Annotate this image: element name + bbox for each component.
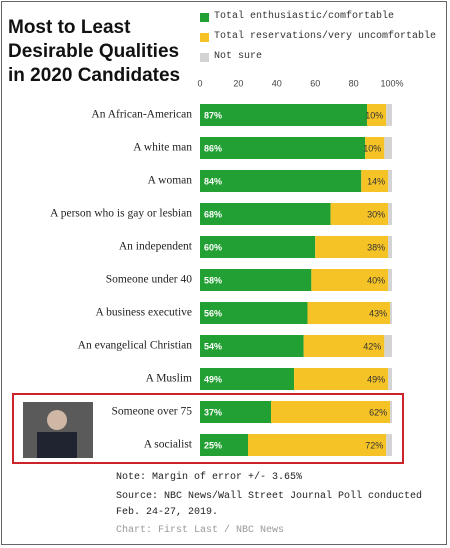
y-tick-label: Someone under 40	[105, 273, 192, 286]
data-label: 87%	[204, 110, 222, 120]
data-label: 60%	[204, 242, 222, 252]
data-label: 62%	[369, 407, 387, 417]
data-label: 86%	[204, 143, 222, 153]
x-tick-label: 100%	[380, 78, 403, 88]
legend-swatch	[200, 33, 209, 42]
y-tick-label: A person who is gay or lesbian	[50, 207, 192, 220]
x-tick-label: 0	[197, 78, 202, 88]
legend-swatch	[200, 53, 209, 62]
bar-segment	[315, 236, 389, 258]
bar-segment	[200, 368, 295, 390]
data-label: 10%	[365, 110, 383, 120]
chart-title: Most to Least Desirable Qualities in 202…	[8, 17, 181, 86]
bar-segment	[388, 236, 392, 258]
y-tick-label: A white man	[133, 141, 192, 154]
bar-segment	[294, 368, 389, 390]
bar-segment	[200, 137, 366, 159]
bar-segment	[303, 335, 385, 357]
y-tick-label: An African-American	[91, 108, 192, 121]
data-label: 49%	[367, 374, 385, 384]
bar-segment	[388, 269, 392, 291]
x-tick-label: 80	[349, 78, 359, 88]
bar-segment	[390, 302, 392, 324]
data-label: 58%	[204, 275, 222, 285]
legend-label: Not sure	[214, 51, 263, 62]
bar-segment	[248, 434, 387, 456]
legend-swatch	[200, 13, 209, 22]
data-label: 68%	[204, 209, 222, 219]
note: Note: Margin of error +/- 3.65%	[116, 472, 303, 483]
x-tick-label: 60	[310, 78, 320, 88]
bar-segment	[388, 368, 392, 390]
highlight-box	[12, 393, 404, 464]
data-label: 72%	[365, 440, 383, 450]
y-tick-label: An evangelical Christian	[77, 339, 192, 352]
bar-segment	[390, 401, 392, 423]
data-label: 84%	[204, 176, 222, 186]
bar-segment	[330, 203, 389, 225]
bar-segment	[200, 401, 272, 423]
legend-label: Total reservations/very uncomfortable	[214, 31, 437, 42]
bar-segment	[384, 137, 392, 159]
data-label: 38%	[367, 242, 385, 252]
bar-segment	[307, 302, 391, 324]
bar-segment	[200, 170, 362, 192]
data-label: 49%	[204, 374, 222, 384]
x-tick-label: 20	[233, 78, 243, 88]
bar-segment	[311, 269, 389, 291]
data-label: 30%	[367, 209, 385, 219]
bar-segment	[200, 269, 312, 291]
bar-segment	[200, 104, 368, 126]
legend-label: Total enthusiastic/comfortable	[214, 11, 395, 22]
bar-segment	[200, 335, 304, 357]
data-label: 37%	[204, 407, 222, 417]
y-tick-label: An independent	[118, 240, 192, 253]
bar-segment	[200, 434, 248, 456]
bar-segment	[367, 104, 387, 126]
data-label: 42%	[363, 341, 381, 351]
bar-segment	[200, 236, 316, 258]
y-tick-label: Someone over 75	[111, 405, 192, 418]
y-tick-label: A business executive	[95, 306, 192, 319]
bar-segment	[200, 302, 308, 324]
note: Chart: First Last / NBC News	[116, 525, 285, 536]
data-label: 14%	[367, 176, 385, 186]
bar-segment	[388, 170, 392, 192]
bar-segment	[386, 104, 392, 126]
x-tick-label: 40	[272, 78, 282, 88]
bar-segment	[361, 170, 389, 192]
bar-segment	[365, 137, 385, 159]
data-label: 43%	[369, 308, 387, 318]
bar-segment	[271, 401, 391, 423]
data-label: 56%	[204, 308, 222, 318]
photo-suit	[37, 432, 77, 458]
bar-segment	[384, 335, 392, 357]
photo-face	[47, 410, 67, 430]
data-label: 25%	[204, 440, 222, 450]
bar-segment	[200, 203, 331, 225]
y-tick-label: A Muslim	[145, 372, 192, 385]
y-tick-label: A socialist	[143, 438, 192, 451]
bar-segment	[386, 434, 392, 456]
data-label: 10%	[363, 143, 381, 153]
bar-segment	[388, 203, 392, 225]
data-label: 54%	[204, 341, 222, 351]
y-tick-label: A woman	[147, 174, 192, 187]
note: Source: NBC News/Wall Street Journal Pol…	[116, 491, 423, 518]
data-label: 40%	[367, 275, 385, 285]
